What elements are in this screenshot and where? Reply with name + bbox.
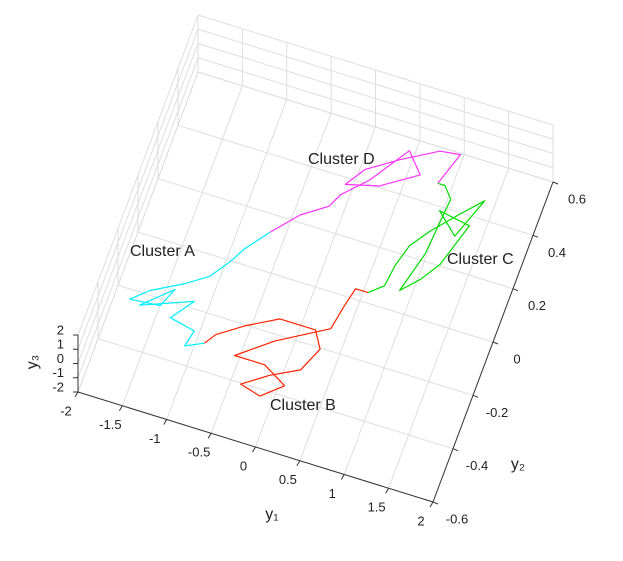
grid-line [197, 57, 554, 169]
y-tick [432, 501, 439, 505]
z-tick-label: 0 [57, 351, 64, 366]
x-tick-label: 2 [417, 513, 424, 528]
cluster-label: Cluster C [447, 251, 514, 268]
grid-line [157, 178, 514, 290]
x-tick-label: 0.5 [279, 472, 297, 487]
x-tick-label: -0.5 [188, 445, 210, 460]
grid-line [77, 14, 199, 336]
y-tick-label: 0.2 [528, 298, 546, 313]
grid-line [77, 71, 199, 393]
x-tick [252, 446, 256, 453]
grid-line [197, 28, 554, 140]
y-tick [552, 181, 559, 185]
x-tick [118, 405, 123, 412]
grid-line [77, 43, 199, 364]
cluster-label: Cluster D [308, 151, 375, 168]
cluster-label: Cluster B [270, 397, 336, 414]
x-axis-title: y₁ [265, 506, 278, 523]
grid-line [97, 338, 454, 450]
y-tick-label: -0.2 [486, 405, 508, 420]
x-tick-label: -1 [149, 431, 161, 446]
trajectory [129, 231, 271, 347]
x-tick-label: 1 [329, 486, 336, 501]
y-tick-label: 0.4 [548, 245, 566, 260]
grid-line [77, 57, 199, 378]
grid-line [117, 284, 474, 396]
y-tick [452, 448, 459, 452]
x-tick-label: -2 [60, 403, 72, 418]
y-tick [532, 234, 539, 238]
z-tick-label: 2 [57, 322, 64, 337]
x-tick [429, 501, 434, 508]
z-tick-label: -2 [52, 379, 64, 394]
z-tick-label: 1 [57, 337, 64, 352]
z-axis-title: y₃ [24, 355, 41, 370]
trajectory [204, 288, 369, 397]
x-tick [74, 391, 79, 398]
x-tick [385, 487, 390, 494]
x-tick-label: 0 [240, 458, 247, 473]
x-tick [163, 419, 168, 425]
y-tick [492, 341, 499, 345]
y-tick [472, 394, 479, 398]
grid-line [177, 124, 534, 236]
x-tick-label: 1.5 [368, 500, 386, 515]
grid-line [197, 14, 554, 126]
cluster-label: Cluster A [130, 243, 195, 260]
trajectory [269, 150, 462, 233]
z-tick-label: -1 [52, 365, 64, 380]
x-tick [207, 432, 212, 439]
grid-line [137, 231, 494, 343]
y-tick-label: -0.4 [466, 458, 488, 473]
grid-line [197, 43, 554, 154]
grid-line [77, 29, 199, 350]
y-tick [512, 288, 519, 292]
x-tick-label: -1.5 [99, 417, 121, 432]
trajectory [367, 182, 486, 294]
y-tick-label: 0.6 [568, 191, 586, 206]
x-tick [340, 474, 345, 480]
x-tick [296, 460, 301, 467]
y-tick-label: -0.6 [446, 511, 468, 526]
y-tick-label: 0 [513, 351, 520, 366]
y-axis-title: y₂ [511, 456, 525, 473]
grid-line [197, 71, 554, 183]
